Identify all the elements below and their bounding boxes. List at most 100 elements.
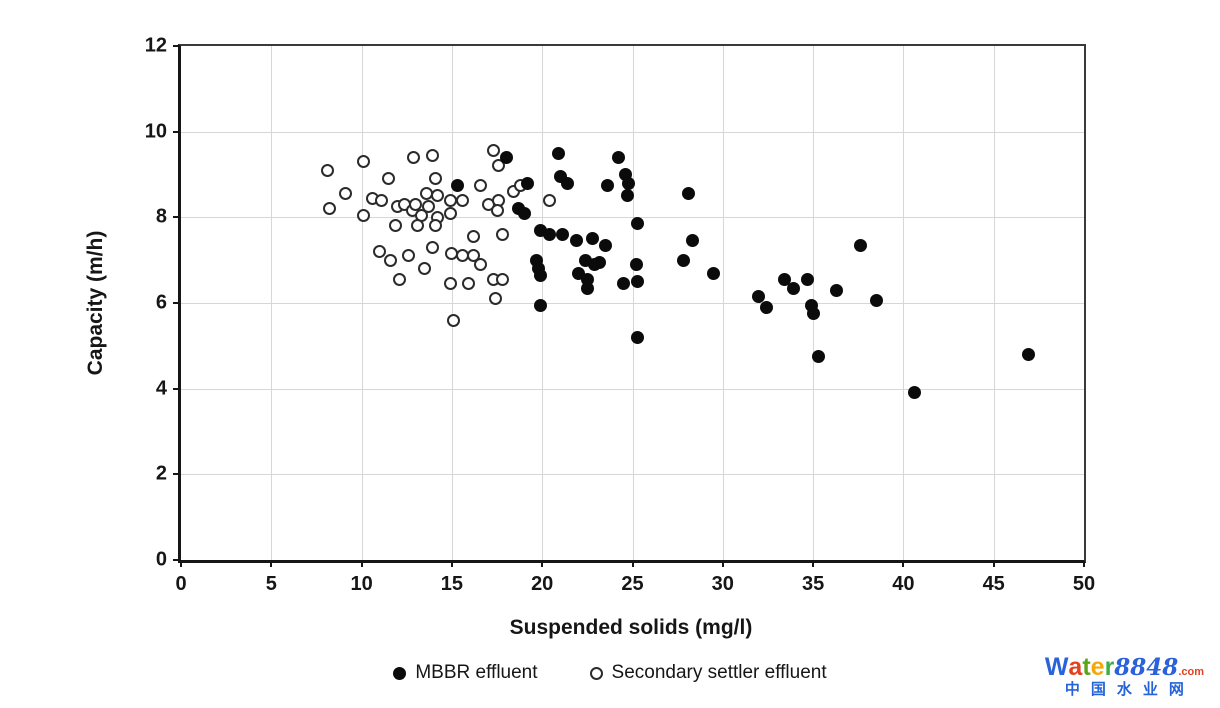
gridline: [181, 303, 1084, 304]
y-tick-label: 4: [155, 377, 167, 400]
x-tick-label: 50: [1072, 573, 1096, 595]
data-point: [425, 240, 439, 254]
data-point: [374, 193, 388, 207]
y-tick-mark: [173, 302, 178, 304]
data-point: [495, 227, 509, 241]
x-tick-label: 10: [350, 573, 373, 595]
watermark-letter: a: [1068, 653, 1083, 681]
data-point: [622, 176, 636, 190]
gridline: [181, 131, 1084, 133]
watermark-letter: t: [1082, 653, 1091, 681]
data-point: [752, 290, 766, 304]
data-point: [551, 146, 565, 160]
data-point: [801, 272, 815, 286]
data-point: [461, 277, 475, 291]
data-point: [620, 189, 634, 203]
data-point: [389, 219, 403, 233]
data-point: [631, 330, 645, 344]
x-tick-label: 5: [265, 573, 277, 595]
legend-label: Secondary settler effluent: [611, 662, 827, 683]
watermark-brand-word: Water: [1045, 653, 1114, 681]
y-tick-mark: [173, 387, 178, 390]
data-point: [373, 245, 387, 259]
legend-item-secondary-settler-effluent: Secondary settler effluent: [589, 662, 827, 684]
data-point: [830, 283, 844, 297]
data-point: [907, 386, 921, 400]
data-point: [402, 249, 416, 263]
x-tick-mark: [1083, 562, 1085, 567]
data-point: [616, 277, 630, 291]
data-point: [580, 281, 594, 295]
x-tick-label: 25: [621, 573, 644, 595]
data-point: [631, 217, 645, 231]
x-axis-title: Suspended solids (mg/l): [509, 616, 753, 639]
data-point: [429, 172, 443, 186]
data-point: [560, 176, 574, 190]
data-point: [418, 262, 432, 276]
x-tick-label: 40: [892, 573, 915, 595]
data-point: [533, 298, 547, 312]
y-tick-mark: [173, 45, 178, 47]
data-point: [383, 253, 397, 267]
data-point: [488, 292, 502, 306]
data-point: [430, 189, 444, 203]
y-tick-label: 8: [155, 205, 167, 228]
x-tick-label: 45: [982, 573, 1005, 595]
data-point: [456, 193, 470, 207]
data-point: [586, 232, 600, 246]
watermark-letter: e: [1090, 653, 1105, 681]
data-point: [629, 257, 643, 271]
watermark-subtitle: 中国水业网: [1064, 681, 1195, 699]
data-point: [443, 206, 457, 220]
data-point: [486, 144, 500, 158]
x-tick-label: 15: [440, 573, 464, 595]
data-point: [499, 150, 513, 164]
watermark: Water8848.com 中国水业网: [1045, 654, 1204, 698]
data-point: [356, 208, 370, 222]
data-point: [806, 307, 820, 321]
data-point: [443, 277, 457, 291]
data-point: [555, 227, 569, 241]
data-point: [407, 150, 421, 164]
data-point: [322, 202, 336, 216]
y-tick-mark: [173, 216, 178, 219]
x-tick-mark: [450, 562, 453, 567]
y-tick-label: 2: [155, 462, 167, 485]
data-point: [542, 193, 556, 207]
x-tick-mark: [270, 562, 273, 567]
x-tick-label: 30: [711, 573, 734, 595]
data-point: [393, 272, 407, 286]
data-point: [533, 268, 547, 282]
data-point: [443, 193, 457, 207]
data-point: [777, 272, 791, 286]
filled-circle-icon: [393, 666, 407, 680]
data-point: [681, 187, 695, 201]
y-tick-label: 10: [144, 120, 167, 143]
data-point: [611, 150, 625, 164]
watermark-brand: Water8848.com: [1045, 653, 1204, 681]
data-point: [853, 238, 867, 252]
y-tick-mark: [173, 130, 178, 133]
data-point: [685, 234, 699, 248]
data-point: [598, 238, 612, 252]
data-point: [411, 219, 425, 233]
x-tick-mark: [541, 562, 544, 567]
x-tick-mark: [631, 562, 634, 567]
data-point: [409, 197, 423, 211]
legend-item-mbbr-effluent: MBBR effluent: [393, 662, 538, 684]
gridline: [181, 388, 1084, 390]
plot-area: [178, 44, 1086, 563]
x-tick-mark: [721, 562, 724, 567]
data-point: [786, 281, 800, 295]
x-tick-mark: [360, 562, 363, 567]
y-axis-title: Capacity (m/h): [84, 230, 107, 376]
watermark-number: 8848: [1114, 654, 1179, 681]
watermark-letter: r: [1104, 653, 1115, 681]
data-point: [759, 300, 773, 314]
legend: MBBR effluent Secondary settler effluent: [0, 662, 1220, 684]
data-point: [812, 350, 826, 364]
x-tick-mark: [180, 562, 182, 567]
watermark-letter: W: [1044, 653, 1069, 681]
data-point: [869, 294, 883, 308]
